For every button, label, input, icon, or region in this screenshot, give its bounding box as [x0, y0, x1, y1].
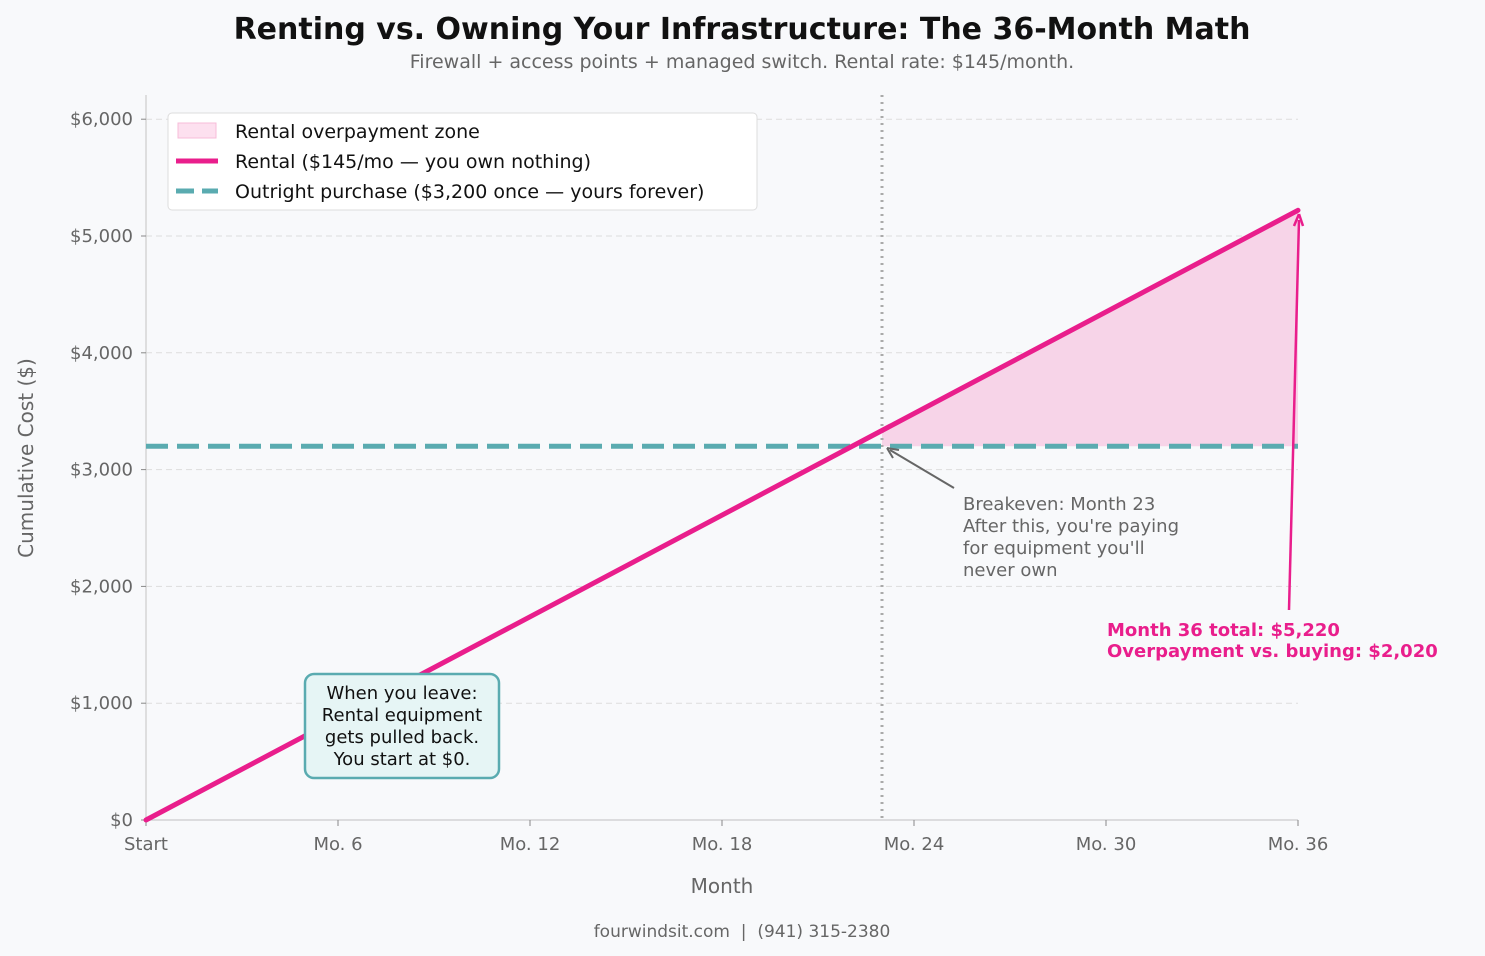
breakeven-line: After this, you're paying	[963, 516, 1179, 537]
breakeven-arrowhead	[886, 447, 900, 459]
leave-annotation-box	[303, 672, 501, 780]
breakeven-annotation: Breakeven: Month 23 After this, you're p…	[963, 494, 1179, 581]
month36-overpayment-label: Overpayment vs. buying: $2,020	[1107, 641, 1438, 662]
chart-subtitle: Firewall + access points + managed switc…	[410, 51, 1074, 73]
legend-box	[167, 112, 758, 211]
legend-label-purchase: Outright purchase ($3,200 once — yours f…	[235, 181, 704, 203]
y-tick-label: $0	[110, 810, 133, 831]
leave-line: gets pulled back.	[325, 727, 479, 748]
y-tick-label: $1,000	[70, 693, 133, 714]
footer: fourwindsit.com | (941) 315-2380	[594, 922, 891, 942]
month36-arrowhead	[1292, 213, 1305, 227]
chart-title: Renting vs. Owning Your Infrastructure: …	[234, 12, 1251, 47]
legend-label-fill: Rental overpayment zone	[235, 121, 480, 143]
y-tick-label: $2,000	[70, 576, 133, 597]
x-tick-label: Mo. 6	[313, 834, 362, 855]
breakeven-line: Breakeven: Month 23	[963, 494, 1155, 515]
x-tick-label: Mo. 24	[884, 834, 945, 855]
x-tick-label: Mo. 30	[1076, 834, 1137, 855]
x-axis-label: Month	[691, 874, 754, 898]
legend: Rental overpayment zone Rental ($145/mo …	[167, 112, 758, 211]
x-tick-label: Start	[124, 834, 168, 855]
breakeven-arrow	[889, 449, 955, 489]
legend-swatch-fill	[177, 122, 217, 139]
overpayment-fill	[882, 210, 1298, 447]
leave-line: When you leave:	[326, 683, 477, 704]
y-tick-label: $6,000	[70, 109, 133, 130]
leave-line: Rental equipment	[322, 705, 482, 726]
leave-line: You start at $0.	[333, 749, 471, 770]
y-tick-label: $4,000	[70, 343, 133, 364]
month36-total-label: Month 36 total: $5,220	[1107, 620, 1340, 641]
legend-label-rental: Rental ($145/mo — you own nothing)	[235, 151, 591, 173]
breakeven-line: for equipment you'll	[963, 538, 1145, 559]
x-tick-label: Mo. 18	[692, 834, 753, 855]
y-axis-label: Cumulative Cost ($)	[14, 358, 38, 558]
month36-arrow	[1287, 219, 1301, 611]
y-tick-label: $3,000	[70, 460, 133, 481]
x-tick-label: Mo. 36	[1268, 834, 1329, 855]
x-tick-label: Mo. 12	[500, 834, 561, 855]
breakeven-line: never own	[963, 560, 1057, 581]
y-tick-label: $5,000	[70, 226, 133, 247]
